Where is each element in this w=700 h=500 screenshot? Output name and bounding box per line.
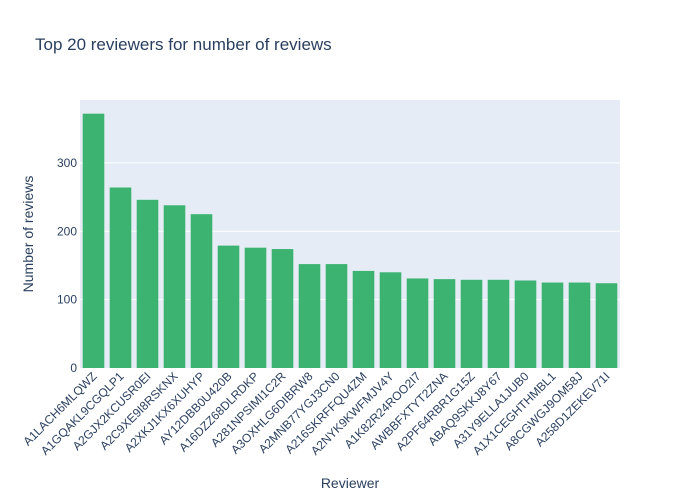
bar[interactable] [487,279,510,368]
y-tick-label: 200 [57,224,77,238]
x-tick-labels: A1LACH6MLQWZA1GQAKL9CGQLP1A2GJX2KCUSR0EI… [20,369,612,458]
bar[interactable] [595,283,618,368]
bar[interactable] [244,247,267,368]
bar[interactable] [541,282,564,368]
plot-background [80,100,620,368]
y-tick-label: 0 [70,361,77,375]
bar[interactable] [109,187,132,368]
bar[interactable] [460,279,483,368]
bar[interactable] [325,264,348,368]
bar[interactable] [190,214,213,368]
y-axis-title: Number of reviews [20,176,36,293]
bar[interactable] [82,113,105,369]
bar[interactable] [217,245,240,368]
bar[interactable] [163,205,186,368]
bar[interactable] [568,282,591,368]
x-axis-title: Reviewer [321,475,380,491]
bar[interactable] [406,278,429,368]
y-tick-label: 300 [57,156,77,170]
bar[interactable] [352,270,375,368]
y-tick-labels: 0 100 200 300 [57,156,77,375]
chart-title: Top 20 reviewers for number of reviews [35,35,332,54]
y-tick-label: 100 [57,293,77,307]
bar[interactable] [433,279,456,368]
bar[interactable] [514,280,537,368]
bars [82,113,618,369]
bar[interactable] [379,272,402,368]
bar[interactable] [271,249,294,368]
bar[interactable] [136,199,159,368]
bar[interactable] [298,264,321,368]
